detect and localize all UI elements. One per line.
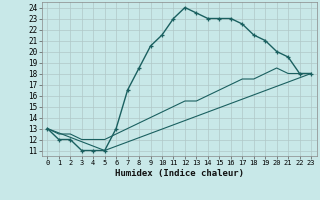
X-axis label: Humidex (Indice chaleur): Humidex (Indice chaleur) (115, 169, 244, 178)
